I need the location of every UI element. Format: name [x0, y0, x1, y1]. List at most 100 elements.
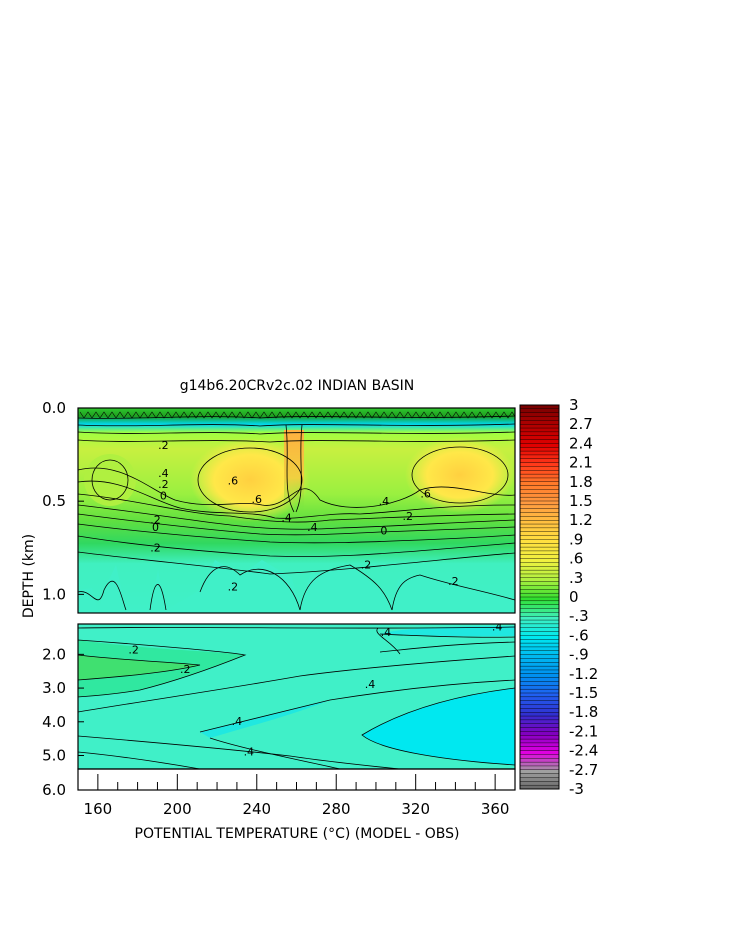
colorbar-cell: [519, 493, 560, 498]
colorbar-label: 2.1: [569, 454, 593, 472]
upper-panel-field: [78, 408, 515, 613]
colorbar-cell: [519, 485, 560, 490]
colorbar-cell: [519, 738, 560, 744]
colorbar-label: -.6: [569, 626, 589, 644]
colorbar-cell: [519, 681, 560, 686]
colorbar-cell: [519, 712, 560, 717]
contour-label: .4: [379, 495, 390, 508]
colorbar-cell: [519, 616, 560, 621]
colorbar-cell: [519, 777, 560, 782]
colorbar-cell: [519, 781, 560, 786]
contour-labels-lower: .2 .2 .4 .4 .4 .4 .4: [128, 621, 503, 759]
y-tick-label: 3.0: [42, 679, 66, 697]
colorbar-frame: [519, 404, 560, 790]
x-axis-ticks: 160 200 240 280 320 360: [84, 774, 509, 818]
y-tick-label: 4.0: [42, 713, 66, 731]
colorbar-cell: [519, 489, 560, 494]
colorbar-cell: [519, 439, 560, 444]
x-tick-label: 160: [84, 800, 113, 818]
colorbar-cell: [519, 516, 560, 521]
contour-label: .6: [252, 493, 263, 506]
colorbar-cell: [519, 546, 560, 552]
colorbar-cell: [519, 700, 560, 706]
y-axis-ticks: 0.0 0.5 1.0 2.0 3.0 4.0 5.0 6.0: [42, 399, 84, 799]
colorbar-cell: [519, 696, 560, 702]
colorbar-cell: [519, 619, 560, 625]
colorbar-cell: [519, 654, 560, 659]
upper-panel-frame: [77, 407, 516, 614]
colorbar-cell: [519, 416, 560, 421]
colorbar-cell: [519, 462, 560, 467]
y-tick-label: 6.0: [42, 781, 66, 799]
contour-label: .4: [244, 746, 255, 759]
colorbar-cell: [519, 550, 560, 556]
colorbar-cell: [519, 539, 560, 544]
colorbar-cell: [519, 773, 560, 778]
colorbar-cell: [519, 723, 560, 729]
contour-label: .2: [128, 644, 139, 657]
colorbar-cell: [519, 523, 560, 529]
colorbar-cell: [519, 692, 560, 698]
colorbar-cell: [519, 596, 560, 602]
colorbar-cell: [519, 450, 560, 456]
y-tick-label: 5.0: [42, 747, 66, 765]
contour-label: .2: [361, 558, 372, 571]
contour-label: .2: [150, 542, 161, 555]
colorbar-cell: [519, 642, 560, 648]
colorbar-label: 2.4: [569, 434, 593, 452]
colorbar-cell: [519, 592, 560, 598]
colorbar-label: -1.5: [569, 684, 598, 702]
colorbar-cell: [519, 715, 560, 721]
colorbar-cell: [519, 404, 560, 410]
chart-title: g14b6.20CRv2c.02 INDIAN BASIN: [180, 378, 415, 394]
colorbar-cell: [519, 458, 560, 464]
contour-label: 0: [160, 489, 167, 502]
contour-label: .4: [232, 715, 243, 728]
colorbar-cell: [519, 742, 560, 748]
contour-label: .4: [492, 621, 503, 634]
colorbar-cell: [519, 754, 560, 759]
colorbar-cell: [519, 435, 560, 441]
colorbar-cell: [519, 508, 560, 514]
colorbar-cell: [519, 527, 560, 533]
colorbar-label: 1.2: [569, 511, 593, 529]
x-tick-label: 200: [163, 800, 192, 818]
colorbar-cell: [519, 512, 560, 517]
colorbar-cell: [519, 581, 560, 586]
contour-label: .2: [158, 439, 169, 452]
colorbar-cell: [519, 758, 560, 763]
colorbar-label: -1.8: [569, 703, 598, 721]
contour-label: .2: [180, 663, 191, 676]
colorbar-cell: [519, 639, 560, 644]
y-tick-label: 0.0: [42, 399, 66, 417]
colorbar-cell: [519, 500, 560, 506]
colorbar-cell: [519, 543, 560, 548]
colorbar-cell: [519, 573, 560, 579]
colorbar-cell: [519, 719, 560, 725]
contour-label: .2: [150, 514, 161, 527]
colorbar-cell: [519, 496, 560, 502]
colorbar-cell: [519, 569, 560, 575]
colorbar-cell: [519, 408, 560, 414]
colorbar-cell: [519, 761, 560, 767]
contour-label: .2: [228, 581, 239, 594]
colorbar-cell: [519, 635, 560, 640]
colorbar-cell: [519, 688, 560, 694]
colorbar-cell: [519, 646, 560, 652]
contour-label: .4: [281, 512, 292, 525]
colorbar-cell: [519, 473, 560, 479]
colorbar-cell: [519, 466, 560, 471]
colorbar-cell: [519, 562, 560, 567]
colorbar-cell: [519, 623, 560, 629]
colorbar: 32.72.42.11.81.51.2.9.6.30-.3-.6-.9-1.2-…: [519, 396, 598, 798]
colorbar-cell: [519, 704, 560, 709]
colorbar-cell: [519, 520, 560, 525]
colorbar-label: -3: [569, 780, 584, 798]
contour-label: .4: [158, 467, 169, 480]
colorbar-cell: [519, 727, 560, 732]
colorbar-cell: [519, 535, 560, 540]
colorbar-cell: [519, 577, 560, 583]
contour-label: 0: [152, 521, 159, 534]
colorbar-label: -1.2: [569, 665, 598, 683]
